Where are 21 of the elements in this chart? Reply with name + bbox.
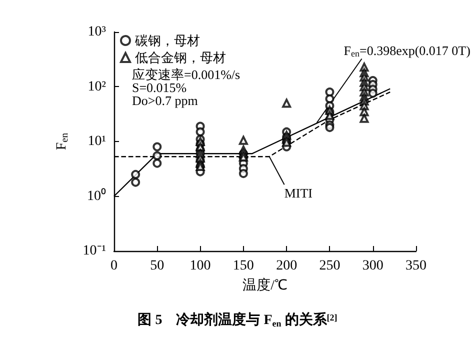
- x-tick-label: 350: [406, 258, 426, 274]
- x-tick-label: 150: [232, 258, 254, 274]
- x-tick-label: 200: [276, 258, 298, 274]
- y-tick-label: 10³: [88, 24, 106, 40]
- y-tick-label: 10⁰: [87, 188, 106, 204]
- x-tick-label: 250: [319, 258, 340, 274]
- y-tick-label: 10¹: [88, 134, 106, 149]
- legend-label: 低合金钢，母材: [135, 50, 226, 65]
- annotation: MITI: [284, 186, 312, 201]
- x-tick-label: 50: [150, 258, 164, 274]
- x-tick-label: 0: [110, 258, 118, 274]
- y-tick-label: 10²: [88, 79, 106, 94]
- y-tick-label: 10⁻¹: [82, 244, 106, 258]
- annotation: S=0.015%: [132, 80, 187, 95]
- annotation: 应变速率=0.001%/s: [132, 67, 240, 82]
- legend-label: 碳钢，母材: [134, 33, 200, 48]
- x-tick-label: 100: [190, 258, 211, 274]
- x-tick-label: 300: [362, 258, 384, 274]
- y-axis-title: Fen: [54, 132, 70, 150]
- annotation: Do>0.7 ppm: [132, 93, 198, 108]
- x-axis-title: 温度/℃: [242, 278, 288, 294]
